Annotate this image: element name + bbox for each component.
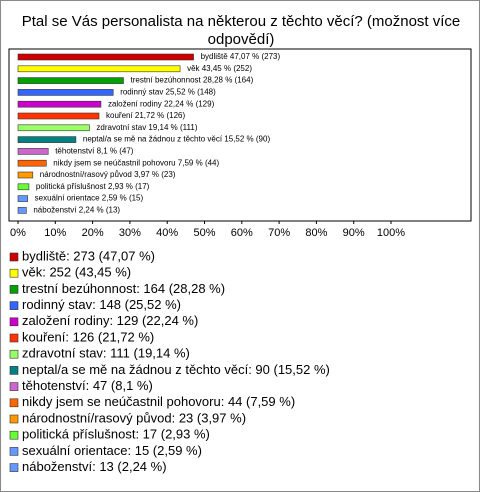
legend-swatch <box>9 301 19 310</box>
chart-title: Ptal se Vás personalista na některou z t… <box>21 13 461 48</box>
legend-swatch <box>9 252 19 262</box>
bar <box>17 89 114 96</box>
x-tick-label: 40% <box>156 227 178 239</box>
bar <box>17 148 49 155</box>
legend-swatch <box>9 268 19 278</box>
legend-label: rodinný stav: 148 (25,52 %) <box>22 297 181 312</box>
legend-label: politická příslušnost: 17 (2,93 %) <box>22 427 210 442</box>
bar <box>17 136 77 143</box>
bar-label: náboženství 2,24 % (13) <box>33 206 120 215</box>
x-tick-label: 50% <box>193 227 215 239</box>
legend-label: národnostní/rasový původ: 23 (3,97 %) <box>22 410 246 425</box>
bar-label: národnostní/rasový původ 3,97 % (23) <box>40 170 176 179</box>
bar-label: zdravotní stav 19,14 % (111) <box>96 123 197 132</box>
legend-swatch <box>9 333 19 343</box>
x-tick-label: 30% <box>119 227 141 239</box>
bar <box>17 100 102 108</box>
legend-swatch <box>9 317 19 327</box>
bar-label: politická příslušnost 2,93 % (17) <box>36 182 150 191</box>
legend-swatch <box>9 382 19 391</box>
legend-label: nikdy jsem se neúčastnil pohovoru: 44 (7… <box>22 394 295 409</box>
bar <box>17 53 194 61</box>
legend-label: kouření: 126 (21,72 %) <box>22 329 154 344</box>
bar-label: neptal/a se mě na žádnou z těchto věcí 1… <box>83 135 271 144</box>
legend-label: náboženství: 13 (2,24 %) <box>22 459 167 474</box>
bar <box>17 195 28 202</box>
legend-label: trestní bezúhonnost: 164 (28,28 %) <box>22 281 225 296</box>
x-tick-label: 100% <box>377 227 405 239</box>
x-tick-label: 90% <box>343 227 365 239</box>
legend-label: zdravotní stav: 111 (19,14 %) <box>22 346 190 361</box>
legend-swatch <box>9 463 19 472</box>
legend-swatch <box>9 366 19 375</box>
legend-label: založení rodiny: 129 (22,24 %) <box>22 313 198 328</box>
bar-label: kouření 21,72 % (126) <box>106 111 185 120</box>
legend-swatch <box>9 430 19 440</box>
bar <box>17 207 27 214</box>
legend-swatch <box>9 414 19 424</box>
bar-label: nikdy jsem se neúčastnil pohovoru 7,59 %… <box>53 158 219 167</box>
x-tick-label: 20% <box>82 227 104 239</box>
bar-label: věk 43,45 % (252) <box>187 64 252 73</box>
legend-label: bydliště: 273 (47,07 %) <box>22 248 155 263</box>
bar <box>17 77 124 84</box>
bar <box>17 112 100 120</box>
bar <box>17 65 181 73</box>
legend-swatch <box>9 349 19 359</box>
bar <box>17 183 30 191</box>
bar-label: sexuální orientace 2,59 % (15) <box>35 194 144 203</box>
x-tick-label: 10% <box>44 227 66 239</box>
x-tick-label: 80% <box>305 227 327 239</box>
bar <box>17 124 90 132</box>
bar-label: trestní bezúhonnost 28,28 % (164) <box>130 76 253 85</box>
legend-swatch <box>9 447 19 456</box>
bar-label: založení rodiny 22,24 % (129) <box>108 99 215 108</box>
bar-label: těhotenství 8,1 % (47) <box>55 147 134 156</box>
legend-label: neptal/a se mě na žádnou z těchto věcí: … <box>22 362 330 377</box>
bar-label: bydliště 47,07 % (273) <box>201 52 281 61</box>
x-tick-label: 0% <box>10 227 26 239</box>
bar-label: rodinný stav 25,52 % (148) <box>120 88 216 97</box>
legend-label: věk: 252 (43,45 %) <box>22 265 131 280</box>
x-tick-label: 70% <box>268 227 290 239</box>
legend-label: těhotenství: 47 (8,1 %) <box>22 378 153 393</box>
legend-swatch <box>9 285 19 294</box>
legend-swatch <box>9 398 19 408</box>
x-tick-label: 60% <box>231 227 253 239</box>
bar <box>17 159 47 167</box>
bar <box>17 171 34 179</box>
legend-label: sexuální orientace: 15 (2,59 %) <box>22 443 202 458</box>
